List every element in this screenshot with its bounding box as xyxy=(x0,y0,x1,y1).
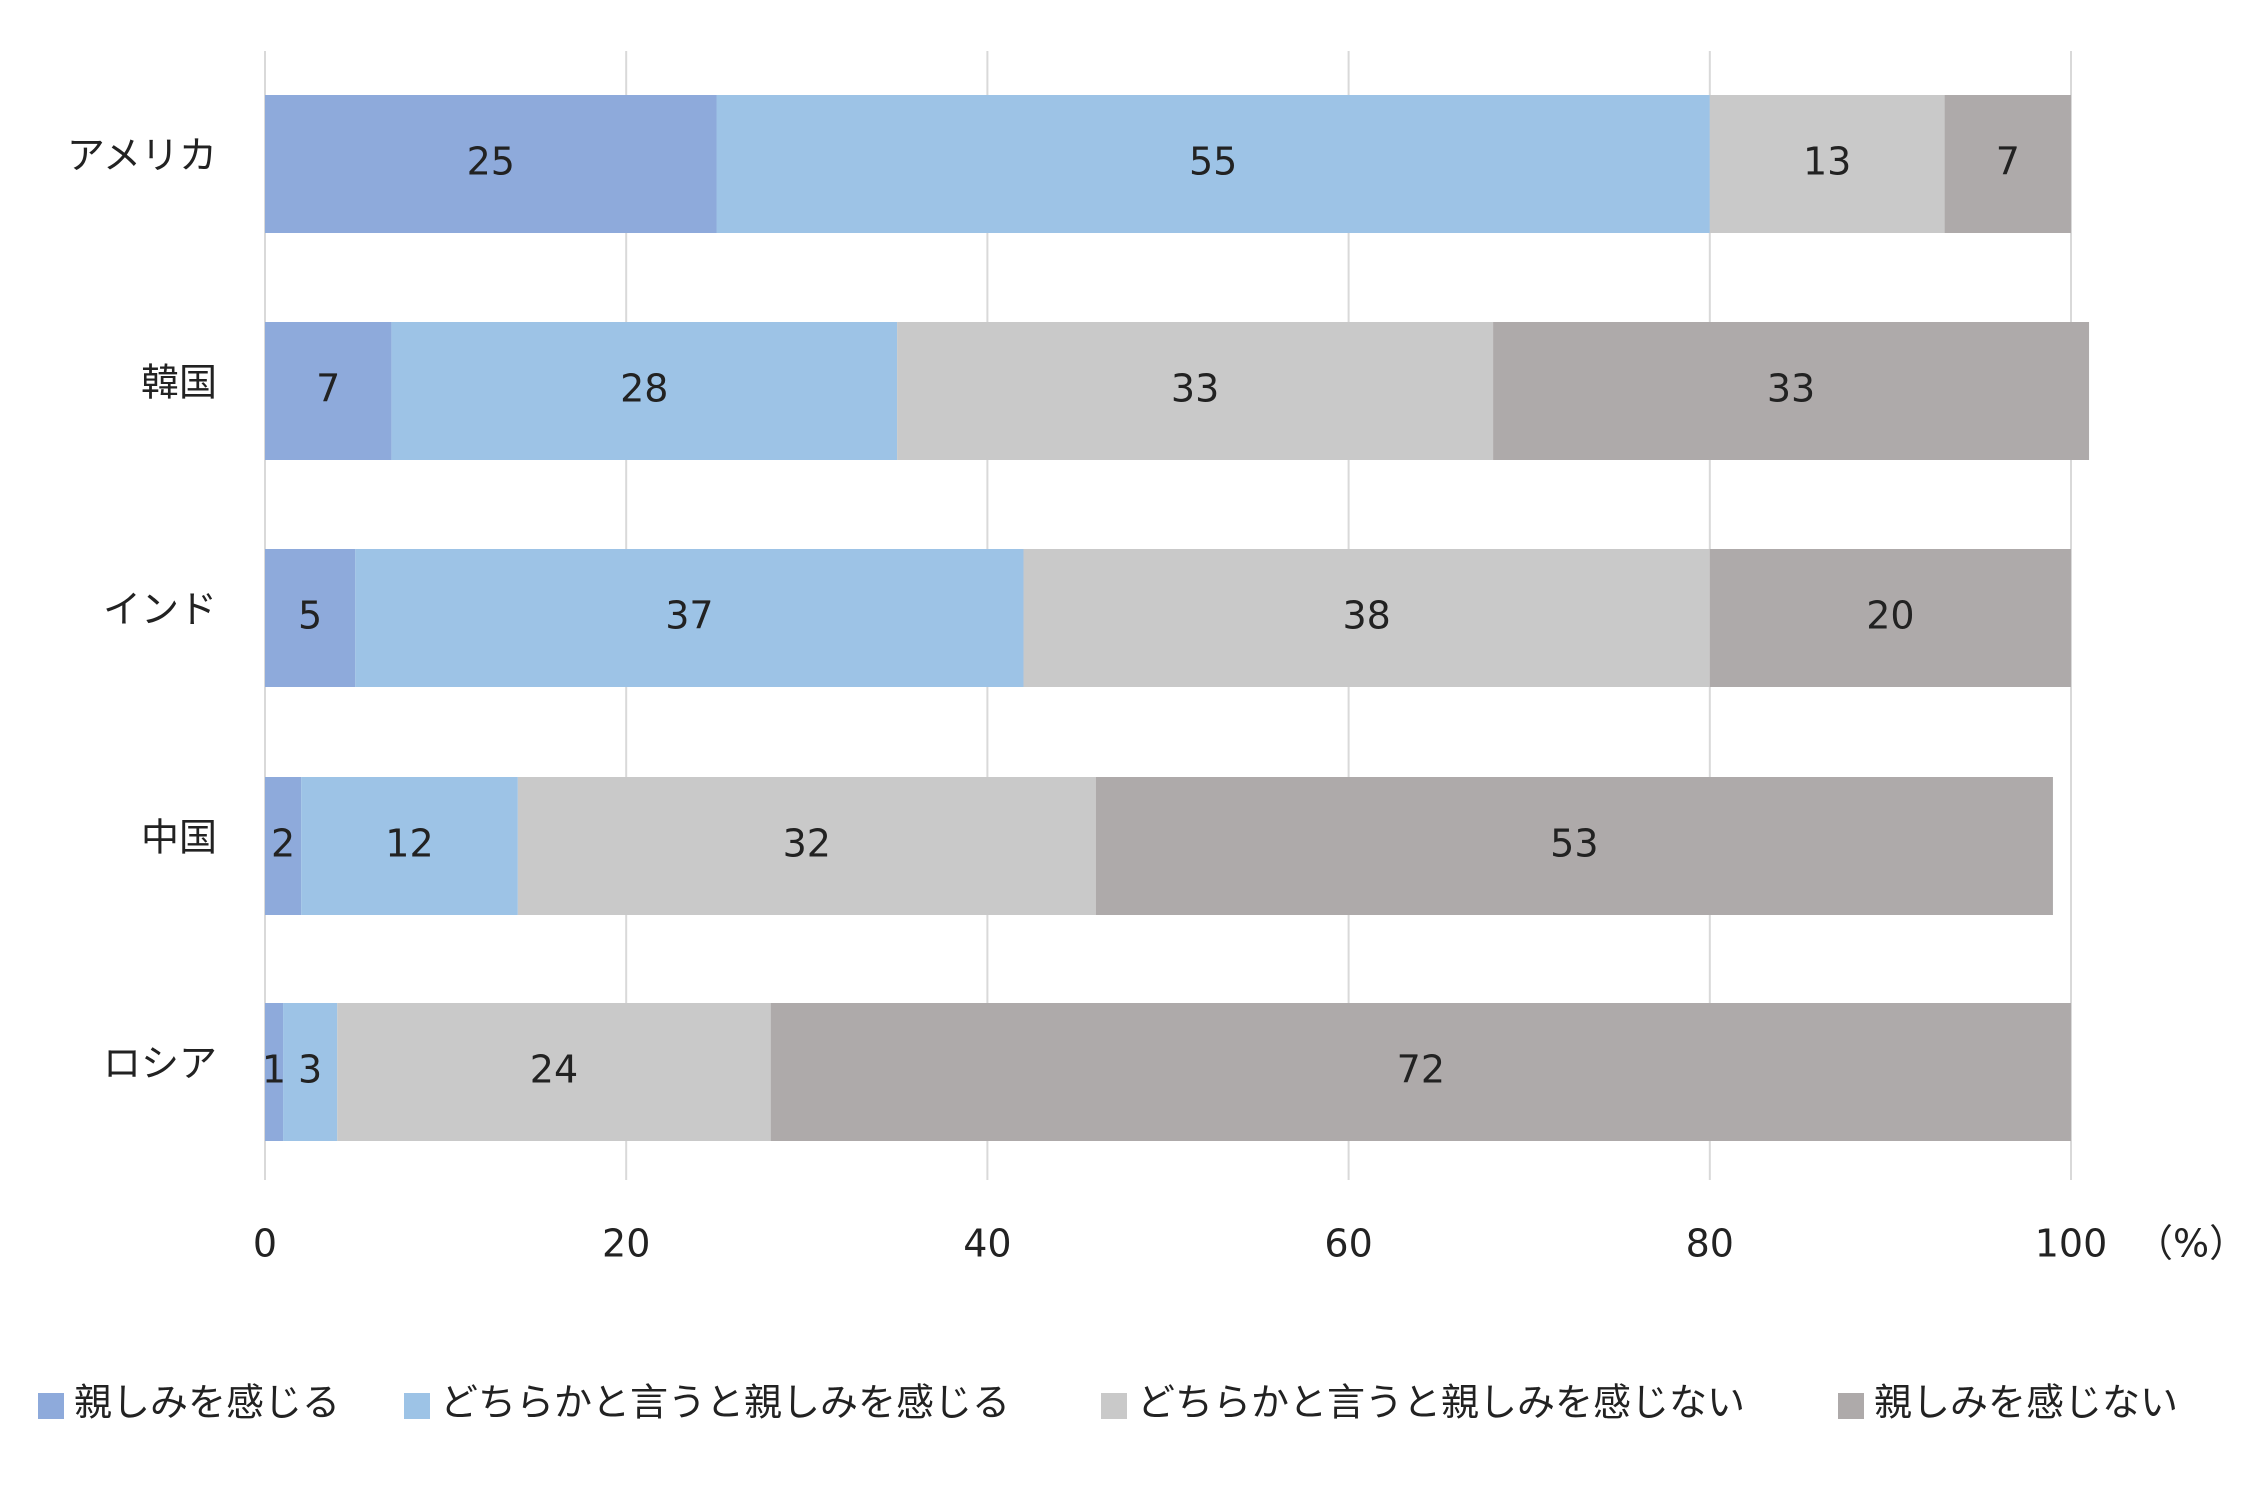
bar-segment xyxy=(1023,549,1710,687)
legend-swatch xyxy=(404,1393,430,1419)
bar-segment xyxy=(265,1003,284,1141)
data-label: 3 xyxy=(298,1048,322,1092)
y-tick-label: インド xyxy=(103,588,217,632)
x-tick-label: 100 xyxy=(2035,1222,2108,1266)
bar-segment xyxy=(1493,322,2090,460)
x-axis-unit: （%） xyxy=(2135,1222,2247,1266)
data-label: 37 xyxy=(665,594,713,638)
bar-segment xyxy=(1709,549,2071,687)
data-label: 2 xyxy=(271,822,295,866)
legend-label: 親しみを感じる xyxy=(74,1381,340,1425)
x-tick-label: 40 xyxy=(963,1222,1011,1266)
data-label: 24 xyxy=(530,1048,578,1092)
data-label: 7 xyxy=(316,367,340,411)
bar-segment xyxy=(1095,777,2053,915)
bar-segment xyxy=(301,777,518,915)
bar-segment xyxy=(283,1003,338,1141)
data-label: 5 xyxy=(298,594,322,638)
bar-segment xyxy=(517,777,1096,915)
data-label: 53 xyxy=(1550,822,1598,866)
y-tick-label: 中国 xyxy=(141,816,217,860)
data-label: 13 xyxy=(1803,140,1851,184)
data-label: 1 xyxy=(262,1048,286,1092)
bar-segment xyxy=(770,1003,2072,1141)
bar-segment xyxy=(337,1003,771,1141)
data-label: 20 xyxy=(1866,594,1914,638)
bar-segment xyxy=(716,95,1710,233)
data-label: 33 xyxy=(1171,367,1219,411)
legend-swatch xyxy=(1101,1393,1127,1419)
y-tick-label: 韓国 xyxy=(141,361,217,405)
bar-segment xyxy=(265,95,717,233)
y-tick-label: ロシア xyxy=(103,1042,217,1086)
data-label: 12 xyxy=(385,822,433,866)
x-tick-label: 80 xyxy=(1686,1222,1734,1266)
x-tick-label: 0 xyxy=(253,1222,277,1266)
data-label: 55 xyxy=(1189,140,1237,184)
legend-swatch xyxy=(1838,1393,1864,1419)
bar-segment xyxy=(265,322,392,460)
legend-label: 親しみを感じない xyxy=(1874,1381,2178,1425)
bar-segment xyxy=(265,549,356,687)
data-label: 33 xyxy=(1767,367,1815,411)
x-tick-label: 60 xyxy=(1324,1222,1372,1266)
bar-segment xyxy=(265,777,302,915)
bar-segment xyxy=(355,549,1024,687)
data-label: 25 xyxy=(467,140,515,184)
x-tick-label: 20 xyxy=(602,1222,650,1266)
y-tick-label: アメリカ xyxy=(67,134,217,178)
legend-label: どちらかと言うと親しみを感じない xyxy=(1137,1381,1745,1425)
bar-segment xyxy=(1944,95,2071,233)
bar-segment xyxy=(897,322,1494,460)
data-label: 38 xyxy=(1342,594,1390,638)
data-label: 7 xyxy=(1996,140,2020,184)
legend-swatch xyxy=(38,1393,64,1419)
bar-segment xyxy=(391,322,898,460)
data-label: 32 xyxy=(783,822,831,866)
data-label: 72 xyxy=(1397,1048,1445,1092)
legend-label: どちらかと言うと親しみを感じる xyxy=(440,1381,1010,1425)
bar-segment xyxy=(1709,95,1945,233)
data-label: 28 xyxy=(620,367,668,411)
